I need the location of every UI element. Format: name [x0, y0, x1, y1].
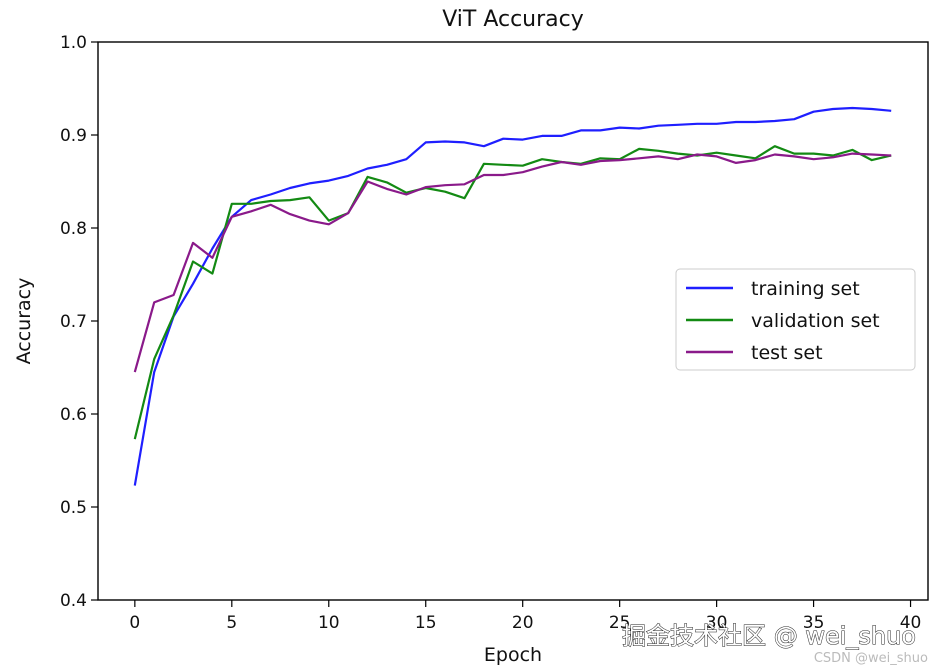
x-tick-label: 10: [318, 613, 340, 633]
y-tick-label: 1.0: [60, 33, 87, 53]
watermark-csdn: CSDN @wei_shuo: [814, 651, 928, 666]
legend: training set validation set test set: [675, 268, 916, 371]
validation-set-line: [133, 145, 892, 440]
training-set-line: [133, 106, 892, 486]
x-tick-label: 40: [900, 613, 922, 633]
x-tick-label: 0: [129, 613, 140, 633]
x-tick-label: 25: [609, 613, 631, 633]
legend-frame: [675, 268, 916, 371]
legend-label-validation-set: validation set: [751, 310, 880, 332]
y-tick-label: 0.8: [60, 219, 87, 239]
y-tick-label: 0.9: [60, 126, 87, 146]
x-tick-label: 5: [226, 613, 237, 633]
y-tick-label: 0.5: [60, 498, 87, 518]
series-lines: [133, 106, 892, 486]
chart-title: ViT Accuracy: [442, 7, 584, 32]
x-tick-label: 15: [415, 613, 437, 633]
y-axis-label: Accuracy: [13, 278, 35, 365]
y-tick-label: 0.4: [60, 591, 87, 611]
legend-label-training-set: training set: [751, 278, 860, 300]
legend-label-test-set: test set: [751, 342, 823, 364]
x-tick-label: 35: [803, 613, 825, 633]
x-axis-ticks: 0 5 10 15 20 25 30 35 40: [129, 600, 921, 633]
y-tick-label: 0.6: [60, 405, 87, 425]
x-axis-label: Epoch: [484, 644, 542, 666]
y-tick-label: 0.7: [60, 312, 87, 332]
x-tick-label: 30: [706, 613, 728, 633]
watermark-main: 掘金技术社区 @ wei_shuo: [622, 622, 916, 650]
y-axis-ticks: 0.4 0.5 0.6 0.7 0.8 0.9 1.0: [60, 33, 98, 611]
x-tick-label: 20: [512, 613, 534, 633]
test-set-line: [133, 152, 892, 373]
